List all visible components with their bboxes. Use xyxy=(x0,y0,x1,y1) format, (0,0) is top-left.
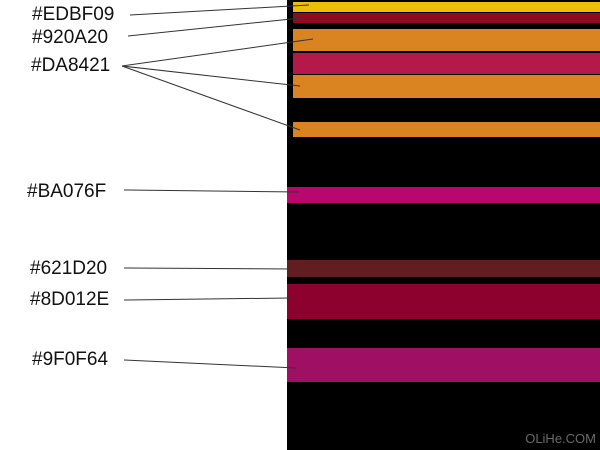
stripe-9f0f64 xyxy=(287,348,600,382)
hex-label-ba076f: #BA076F xyxy=(27,181,107,202)
hex-label-621d20: #621D20 xyxy=(30,258,108,279)
stripe-8d012e xyxy=(287,284,600,319)
stripe-da8421-2 xyxy=(293,75,600,98)
hex-label-920a20: #920A20 xyxy=(32,27,109,48)
stripe-da8421-3 xyxy=(293,122,600,137)
leader-line-920a20 xyxy=(127,17,302,37)
stripe-621d20 xyxy=(287,260,600,277)
leader-line-edbf09 xyxy=(129,4,310,16)
stripe-b5184a xyxy=(293,53,600,74)
leader-line-da8421-a xyxy=(121,38,314,67)
stripe-920a20 xyxy=(293,13,600,23)
leader-line-8d012e xyxy=(123,297,292,301)
stripe-da8421-1 xyxy=(293,29,600,51)
leader-line-da8421-c xyxy=(121,65,301,131)
hex-label-8d012e: #8D012E xyxy=(30,289,110,310)
watermark: OLiHe.COM xyxy=(525,431,596,446)
hex-label-da8421: #DA8421 xyxy=(31,55,111,76)
leader-line-ba076f xyxy=(123,189,300,193)
leader-line-da8421-b xyxy=(121,65,301,87)
hex-label-edbf09: #EDBF09 xyxy=(32,4,115,25)
stripe-edbf09 xyxy=(293,2,600,12)
stripe-ba076f xyxy=(287,187,600,203)
leader-line-621d20 xyxy=(123,267,292,270)
leader-line-9f0f64 xyxy=(123,359,297,369)
hex-label-9f0f64: #9F0F64 xyxy=(32,349,109,370)
